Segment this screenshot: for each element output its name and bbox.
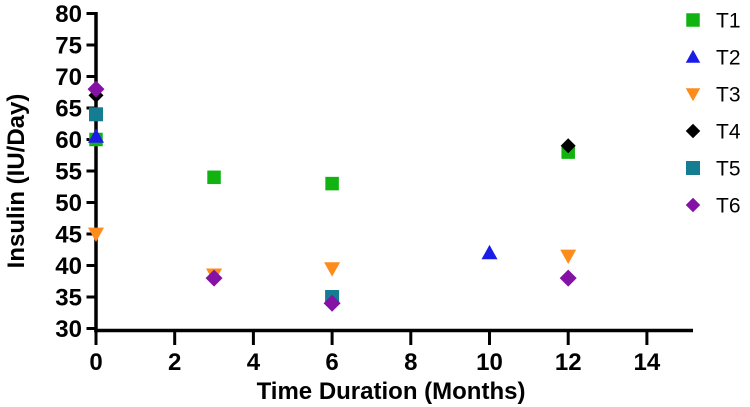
data-point-marker xyxy=(88,227,104,242)
series-T6 xyxy=(87,80,577,312)
data-point-marker xyxy=(88,128,104,143)
legend-label: T4 xyxy=(716,121,741,144)
y-tick-label: 80 xyxy=(55,1,82,28)
data-point-marker xyxy=(207,170,221,185)
legend: T1 T2 T3 T4 T5 T6 xyxy=(685,10,741,218)
data-point-marker xyxy=(685,88,701,102)
data-point-marker xyxy=(685,49,701,63)
data-point-marker xyxy=(560,249,577,265)
y-tick-label: 45 xyxy=(55,222,82,249)
data-point-marker xyxy=(325,176,339,191)
data-point-marker xyxy=(559,269,577,287)
y-tick-label: 35 xyxy=(55,285,82,312)
x-axis-title: Time Duration (Months) xyxy=(257,378,526,405)
x-tick-label: 6 xyxy=(325,349,338,376)
series-T3 xyxy=(88,227,577,283)
legend-item-T5: T5 xyxy=(686,158,741,181)
y-tick-label: 70 xyxy=(55,64,82,91)
x-tick-label: 8 xyxy=(404,349,417,376)
legend-item-T1: T1 xyxy=(686,10,741,33)
legend-item-T3: T3 xyxy=(685,84,741,107)
x-tick-label: 12 xyxy=(555,349,582,376)
data-point-marker xyxy=(89,107,103,122)
y-tick-label: 75 xyxy=(55,33,82,60)
data-point-marker xyxy=(560,138,576,154)
legend-label: T6 xyxy=(716,195,741,218)
x-tick-label: 4 xyxy=(247,349,261,376)
data-point-marker xyxy=(205,269,223,287)
axes-layer: 30 35 40 45 50 55 60 65 70 75 80 0 2 4 6 8 10 12 14 xyxy=(55,1,693,376)
y-tick-label: 40 xyxy=(55,253,82,280)
x-tick-label: 10 xyxy=(476,349,503,376)
data-point-marker xyxy=(324,262,341,277)
y-tick-label: 60 xyxy=(55,127,82,154)
x-tick-label: 2 xyxy=(168,349,181,376)
data-point-marker xyxy=(685,197,701,213)
data-point-marker xyxy=(323,294,341,312)
data-point-marker xyxy=(87,80,105,98)
y-axis-title: Insulin (IU/Day) xyxy=(3,94,30,269)
legend-label: T3 xyxy=(716,84,741,107)
legend-item-T2: T2 xyxy=(685,47,741,70)
y-tick-label: 65 xyxy=(55,96,82,123)
y-tick-label: 30 xyxy=(55,316,82,343)
data-point-marker xyxy=(481,244,498,260)
y-tick-label: 50 xyxy=(55,190,82,217)
data-point-marker xyxy=(685,123,701,139)
data-points-layer xyxy=(87,80,577,312)
legend-label: T2 xyxy=(716,47,741,70)
legend-item-T4: T4 xyxy=(685,121,741,144)
legend-label: T5 xyxy=(716,158,741,181)
series-T4 xyxy=(88,87,576,154)
data-point-marker xyxy=(686,13,700,27)
legend-label: T1 xyxy=(716,10,741,33)
x-tick-label: 14 xyxy=(634,349,661,376)
legend-item-T6: T6 xyxy=(685,195,741,218)
series-T1 xyxy=(89,132,575,191)
series-T2 xyxy=(88,128,498,260)
x-tick-label: 0 xyxy=(89,349,102,376)
y-tick-label: 55 xyxy=(55,159,82,186)
data-point-marker xyxy=(686,161,700,175)
